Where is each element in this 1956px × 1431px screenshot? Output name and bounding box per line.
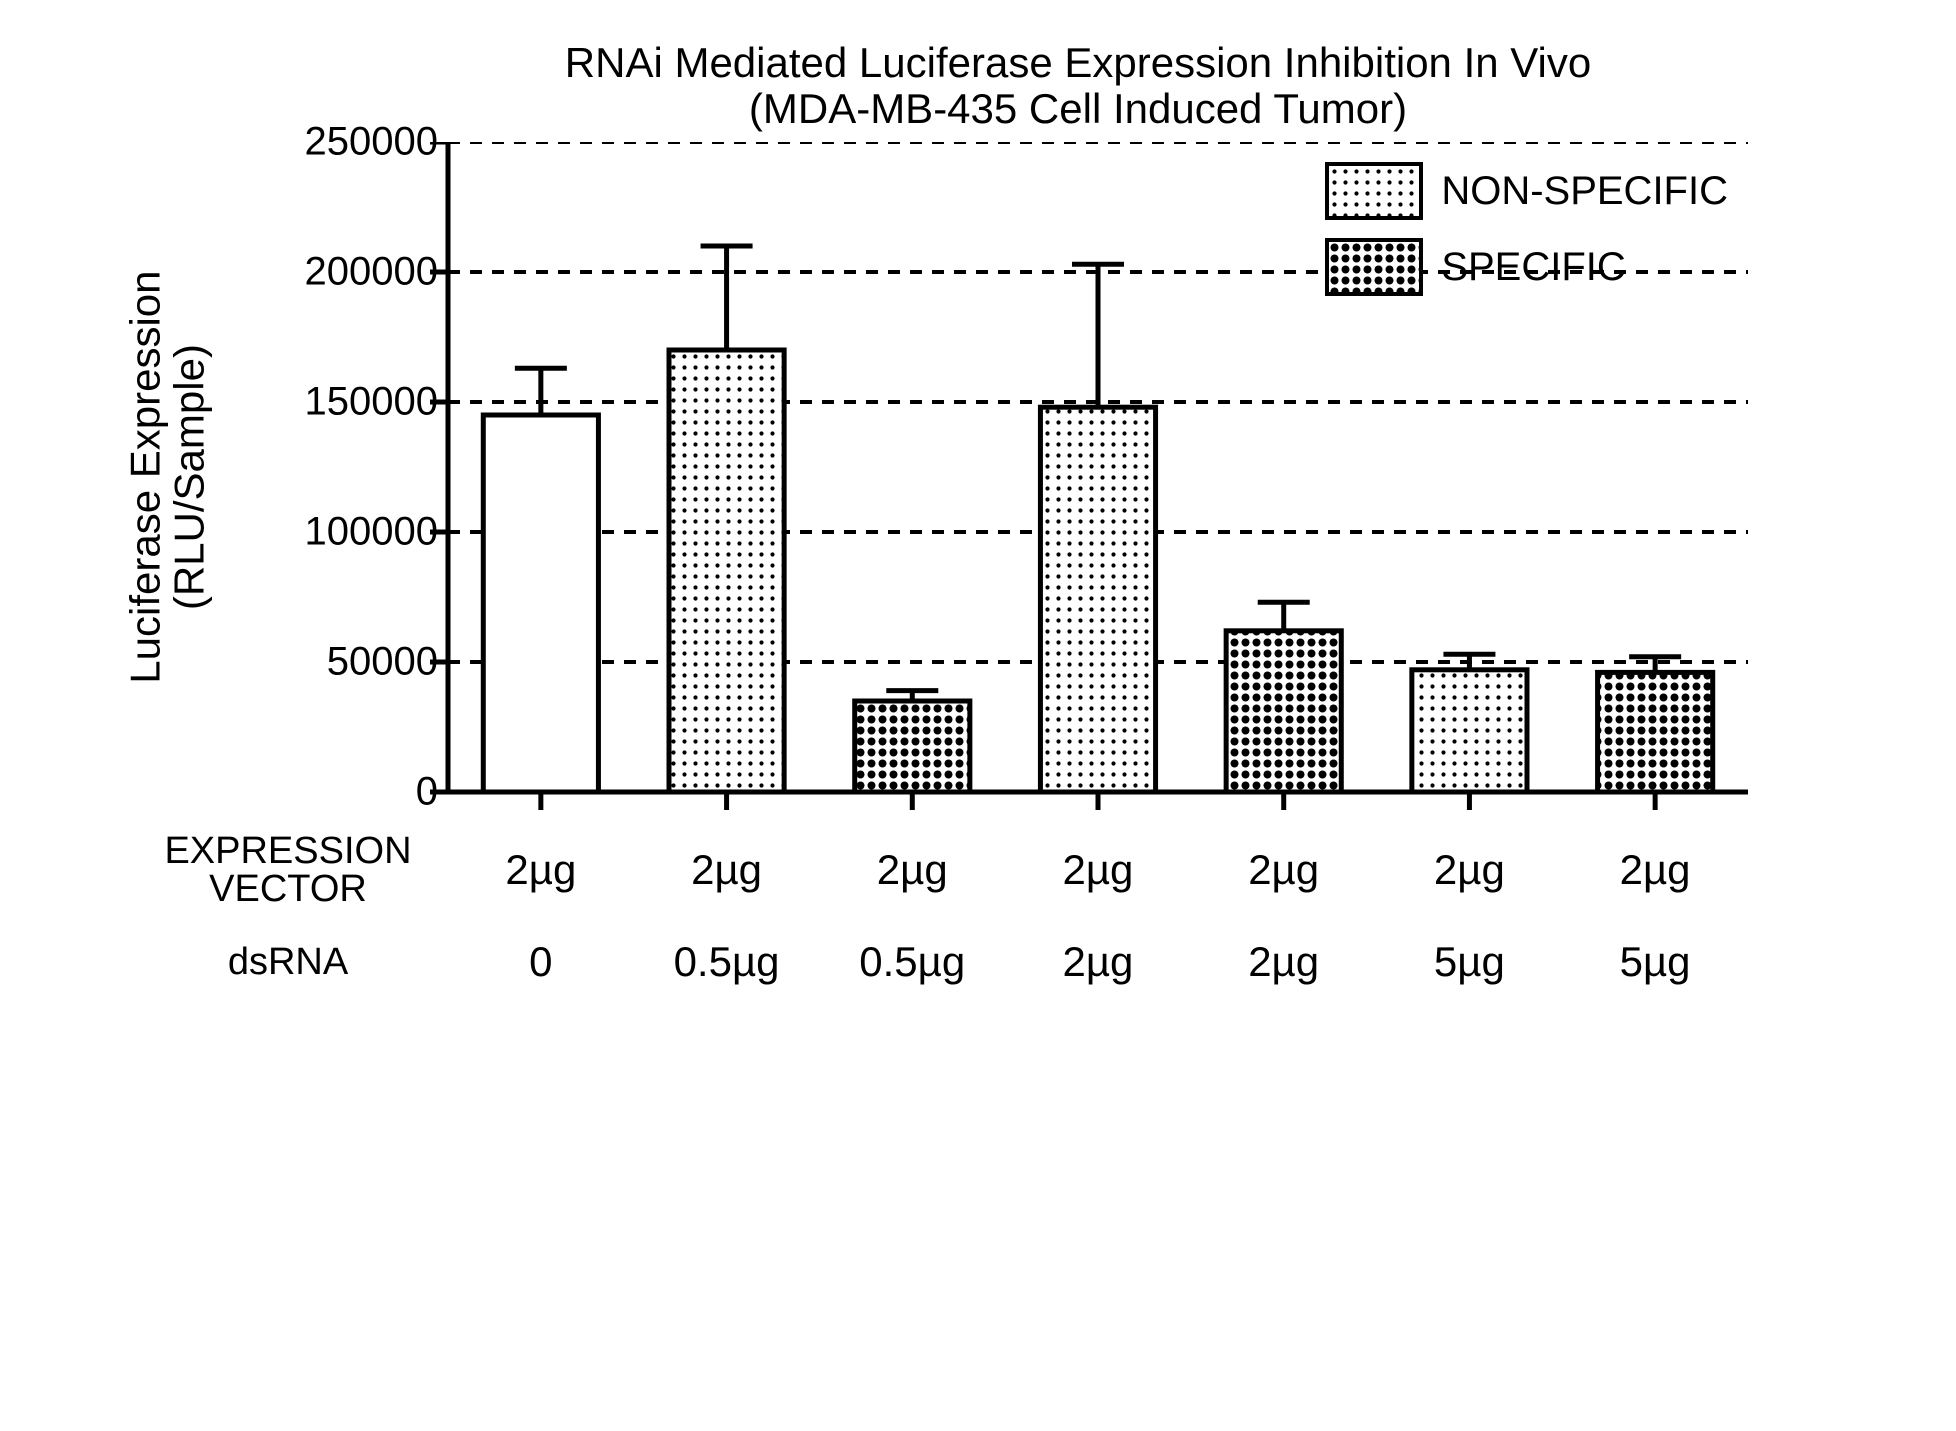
y-tick-label: 50000: [288, 640, 438, 685]
x-axis-cell: 2µg: [1377, 846, 1563, 894]
y-axis-label: Luciferase Expression (RLU/Sample): [124, 271, 212, 684]
x-axis-row-cells: 00.5µg0.5µg2µg2µg5µg5µg: [448, 938, 1828, 986]
x-axis-labels: EXPRESSIONVECTOR2µg2µg2µg2µg2µg2µg2µgdsR…: [128, 832, 1828, 986]
x-axis-cell: 2µg: [1191, 846, 1377, 894]
x-axis-cell: 2µg: [1191, 938, 1377, 986]
x-axis-cell: 0.5µg: [634, 938, 820, 986]
x-axis-row-label: dsRNA: [128, 943, 448, 981]
x-axis-cell: 2µg: [1005, 938, 1191, 986]
x-axis-cell: 5µg: [1377, 938, 1563, 986]
legend-label: SPECIFIC: [1441, 245, 1625, 290]
x-axis-row-label: EXPRESSIONVECTOR: [128, 832, 448, 908]
x-axis-cell: 2µg: [1562, 846, 1748, 894]
chart-title: RNAi Mediated Luciferase Expression Inhi…: [328, 40, 1828, 132]
legend-swatch: [1325, 162, 1423, 220]
x-axis-row: EXPRESSIONVECTOR2µg2µg2µg2µg2µg2µg2µg: [128, 832, 1828, 908]
y-tick-label: 250000: [288, 120, 438, 165]
x-axis-cell: 2µg: [819, 846, 1005, 894]
y-tick-label: 200000: [288, 250, 438, 295]
chart-title-line1: RNAi Mediated Luciferase Expression Inhi…: [328, 40, 1828, 86]
x-axis-row: dsRNA00.5µg0.5µg2µg2µg5µg5µg: [128, 938, 1828, 986]
x-axis-cell: 0: [448, 938, 634, 986]
legend-label: NON-SPECIFIC: [1441, 169, 1728, 214]
y-tick-label: 0: [288, 770, 438, 815]
x-axis-cell: 0.5µg: [819, 938, 1005, 986]
y-tick-label: 100000: [288, 510, 438, 555]
x-axis-row-cells: 2µg2µg2µg2µg2µg2µg2µg: [448, 846, 1828, 894]
legend-swatch: [1325, 238, 1423, 296]
chart-container: RNAi Mediated Luciferase Expression Inhi…: [128, 40, 1828, 986]
x-axis-cell: 2µg: [634, 846, 820, 894]
legend: NON-SPECIFIC SPECIFIC: [1325, 162, 1728, 314]
chart-title-line2: (MDA-MB-435 Cell Induced Tumor): [328, 86, 1828, 132]
y-axis-label-line2: (RLU/Sample): [166, 344, 213, 610]
y-axis-ticks: 050000100000150000200000250000: [288, 142, 438, 792]
legend-item: NON-SPECIFIC: [1325, 162, 1728, 220]
legend-item: SPECIFIC: [1325, 238, 1728, 296]
x-axis-cell: 2µg: [1005, 846, 1191, 894]
y-axis-label-line1: Luciferase Expression: [122, 271, 169, 684]
plot-area: 050000100000150000200000250000 NON-SPECI…: [448, 142, 1748, 812]
x-axis-cell: 5µg: [1562, 938, 1748, 986]
x-axis-cell: 2µg: [448, 846, 634, 894]
chart-body: Luciferase Expression (RLU/Sample) 05000…: [128, 142, 1828, 812]
y-tick-label: 150000: [288, 380, 438, 425]
y-axis-label-wrap: Luciferase Expression (RLU/Sample): [128, 142, 208, 812]
